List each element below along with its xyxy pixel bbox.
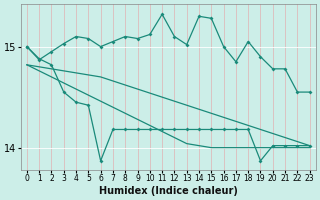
X-axis label: Humidex (Indice chaleur): Humidex (Indice chaleur) bbox=[99, 186, 238, 196]
